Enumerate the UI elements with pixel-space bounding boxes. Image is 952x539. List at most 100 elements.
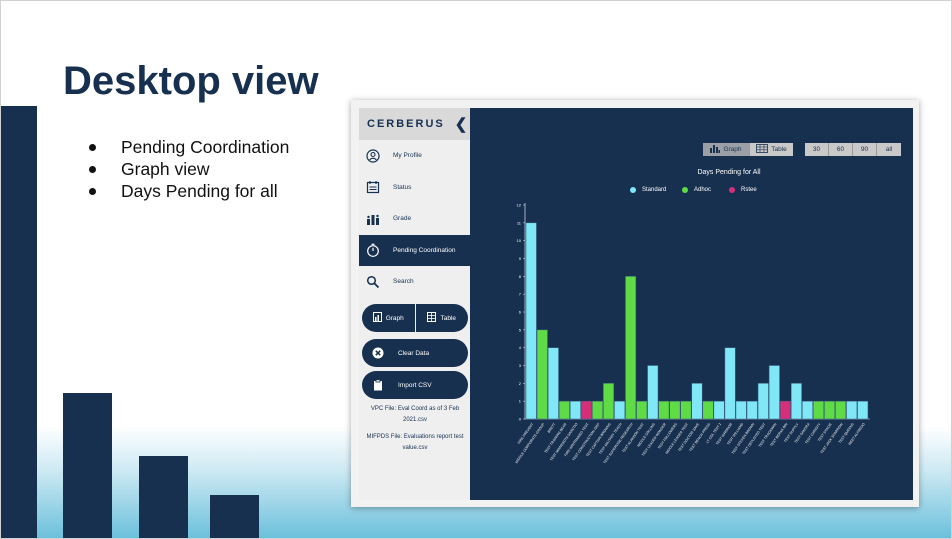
y-tick-label: 1 — [519, 399, 522, 404]
bullet-text: Days Pending for all — [121, 181, 278, 201]
mifpds-file-text: MIFPDS File: Evaluations report test val… — [366, 434, 464, 451]
y-tick-label: 9 — [519, 256, 522, 261]
bar-standard — [691, 383, 703, 420]
bar-standard — [647, 365, 659, 420]
bar-standard — [757, 383, 769, 420]
brand-bar: CERBERUS ❮ — [359, 108, 470, 140]
timer-icon — [366, 243, 380, 258]
user-icon — [366, 149, 380, 163]
bullet-dot-icon — [89, 143, 96, 151]
sidebar-item-my-profile[interactable]: My Profile — [359, 140, 470, 172]
sidebar-item-status[interactable]: Status — [359, 172, 470, 204]
bullet-list: Pending Coordination Graph view Days Pen… — [89, 136, 289, 202]
import-csv-button[interactable]: Import CSV — [362, 371, 468, 399]
bar-adhoc — [658, 400, 670, 420]
bar-standard — [569, 400, 581, 420]
y-tick-label: 0 — [519, 417, 522, 422]
sidebar: CERBERUS ❮ My Profile Status Grade Pendi… — [359, 108, 470, 500]
graph-view-label: Graph — [385, 314, 404, 322]
bar-standard — [547, 347, 559, 420]
legend-standard: Standard — [630, 185, 666, 195]
range-90-button[interactable]: 90 — [853, 143, 877, 156]
clipboard-icon — [372, 379, 384, 391]
bar-rstee — [779, 400, 791, 420]
graph-view-button[interactable]: Graph — [362, 312, 415, 324]
brand-name: CERBERUS — [367, 118, 445, 130]
toolbar-table-button[interactable]: Table — [750, 143, 793, 156]
table-icon — [427, 312, 437, 324]
bar-standard — [525, 222, 537, 420]
calendar-icon — [366, 180, 380, 194]
close-circle-icon — [372, 347, 384, 359]
y-tick-label: 2 — [519, 381, 522, 386]
y-tick-label: 7 — [519, 292, 522, 297]
legend-swatch — [729, 187, 735, 193]
bar-adhoc — [636, 400, 648, 420]
bar-adhoc — [536, 329, 548, 420]
y-tick-label: 3 — [519, 363, 522, 368]
bar-adhoc — [603, 383, 615, 420]
clear-data-button[interactable]: Clear Data — [362, 339, 468, 367]
bar-standard — [790, 383, 802, 420]
range-30-button[interactable]: 30 — [805, 143, 829, 156]
slide-title: Desktop view — [63, 59, 319, 103]
graph-icon — [372, 312, 382, 324]
legend-swatch — [630, 187, 636, 193]
bar-rstee — [581, 400, 592, 420]
bullet-text: Pending Coordination — [121, 137, 290, 157]
x-tick-label: BRETT — [547, 422, 557, 433]
bar-adhoc — [558, 400, 570, 420]
sidebar-item-pending-coordination[interactable]: Pending Coordination — [359, 234, 470, 266]
legend-label: Rstee — [741, 187, 757, 193]
legend-adhoc: Adhoc — [682, 185, 711, 195]
bar-standard — [713, 400, 725, 420]
toolbar-graph-button[interactable]: Graph — [703, 143, 750, 156]
bar-adhoc — [625, 276, 637, 420]
bar-standard — [724, 347, 736, 420]
range-60-button[interactable]: 60 — [829, 143, 853, 156]
chart-title: Days Pending for All — [697, 169, 761, 176]
clear-data-label: Clear Data — [398, 349, 430, 357]
deco-bar-left — [1, 106, 37, 538]
legend-rstee: Rstee — [729, 185, 757, 195]
bullet-dot-icon — [89, 187, 96, 195]
range-all-button[interactable]: all — [877, 143, 901, 156]
vpc-file-text: VPC File: Eval Coord as of 3 Feb 2021.cs… — [370, 406, 460, 423]
bullet-item: Graph view — [89, 158, 289, 180]
bar-adhoc — [669, 400, 681, 420]
bar-adhoc — [835, 400, 847, 420]
bar-adhoc — [702, 400, 714, 420]
view-segment: Graph Table — [703, 143, 793, 156]
sidebar-item-label: Pending Coordination — [393, 246, 456, 254]
bullet-dot-icon — [89, 165, 96, 173]
bar-adhoc — [680, 400, 692, 420]
deco-bar-1 — [63, 393, 112, 538]
bar-standard — [735, 400, 747, 420]
bar-standard — [846, 400, 858, 420]
bar-standard — [802, 400, 813, 420]
legend-label: Adhoc — [694, 187, 712, 193]
toolbar-table-label: Table — [771, 146, 787, 153]
bar-standard — [614, 400, 626, 420]
toggle-divider — [414, 304, 416, 332]
sidebar-item-search[interactable]: Search — [359, 266, 470, 298]
table-icon — [756, 144, 769, 155]
view-toggle: Graph Table — [362, 304, 468, 332]
legend-swatch — [682, 187, 688, 193]
sidebar-item-label: Status — [393, 183, 412, 191]
y-tick-label: 10 — [517, 238, 522, 243]
graph-icon — [710, 144, 721, 155]
app-window: CERBERUS ❮ My Profile Status Grade Pendi… — [359, 108, 913, 500]
y-tick-label: 11 — [517, 220, 522, 225]
collapse-chevron-icon[interactable]: ❮ — [454, 116, 468, 133]
sidebar-item-grade[interactable]: Grade — [359, 203, 470, 235]
y-tick-label: 4 — [519, 345, 522, 350]
import-csv-label: Import CSV — [398, 381, 432, 389]
bar-standard — [857, 400, 869, 420]
deco-bar-2 — [139, 456, 188, 538]
table-view-button[interactable]: Table — [416, 312, 469, 324]
bar-adhoc — [592, 400, 604, 420]
legend-label: Standard — [642, 187, 667, 193]
